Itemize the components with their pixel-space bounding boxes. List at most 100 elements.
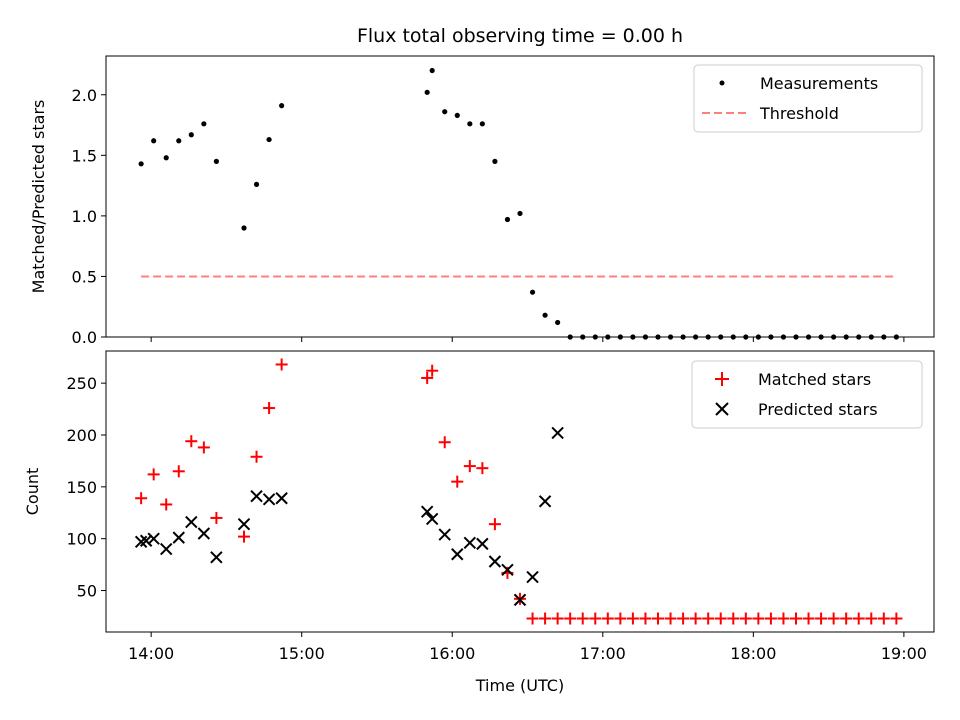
predicted-stars-point bbox=[237, 517, 251, 531]
measurements-point bbox=[241, 225, 247, 231]
matched-stars-point bbox=[135, 492, 148, 505]
matched-stars-point bbox=[626, 612, 639, 625]
measurements-point bbox=[279, 103, 285, 109]
legend-predicted-marker bbox=[715, 402, 729, 416]
bottom-y-tick-label: 50 bbox=[77, 582, 97, 601]
matched-stars-point bbox=[421, 371, 434, 384]
matched-stars-point bbox=[777, 612, 790, 625]
bottom-y-tick-label: 200 bbox=[66, 426, 97, 445]
measurements-point bbox=[529, 289, 536, 295]
predicted-stars-point bbox=[488, 555, 502, 568]
predicted-stars-point bbox=[551, 426, 564, 440]
top-y-tick-label: 1.5 bbox=[72, 146, 97, 165]
predicted-stars-point bbox=[262, 493, 276, 506]
matched-stars-point bbox=[702, 612, 715, 625]
measurements-point bbox=[479, 121, 485, 127]
matched-stars-point bbox=[852, 612, 865, 625]
matched-stars-point bbox=[564, 612, 577, 625]
matched-stars-point bbox=[172, 465, 185, 478]
measurements-point bbox=[442, 109, 448, 115]
matched-stars-point bbox=[827, 612, 840, 625]
top-y-tick-label: 0.0 bbox=[72, 328, 97, 347]
measurements-point bbox=[253, 181, 260, 187]
x-tick-label: 18:00 bbox=[730, 644, 776, 663]
matched-stars-point bbox=[677, 612, 690, 625]
legend-matched-label: Matched stars bbox=[758, 370, 871, 389]
predicted-stars-point bbox=[501, 563, 514, 576]
predicted-stars-point bbox=[438, 528, 451, 541]
predicted-stars-point bbox=[513, 593, 527, 607]
matched-stars-point bbox=[210, 511, 223, 524]
predicted-stars-point bbox=[147, 532, 160, 545]
measurements-point bbox=[163, 155, 169, 161]
matched-stars-point bbox=[488, 518, 501, 531]
matched-stars-point bbox=[815, 612, 828, 625]
matched-stars-point bbox=[551, 612, 564, 625]
bottom-y-axis-label: Count bbox=[23, 468, 42, 516]
predicted-stars-point bbox=[425, 512, 439, 526]
matched-stars-point bbox=[576, 612, 589, 625]
legend-threshold-label: Threshold bbox=[759, 104, 839, 123]
matched-stars-point bbox=[463, 460, 476, 473]
predicted-stars-point bbox=[139, 534, 153, 547]
top-legend: Measurements Threshold bbox=[693, 64, 923, 133]
predicted-stars-point bbox=[172, 531, 185, 544]
legend-measurements-label: Measurements bbox=[760, 74, 878, 93]
measurements-point bbox=[151, 138, 157, 144]
matched-stars-point bbox=[438, 436, 451, 449]
x-tick-label: 19:00 bbox=[881, 644, 927, 663]
measurements-point bbox=[517, 210, 523, 217]
measurements-point bbox=[429, 67, 435, 74]
matched-stars-point bbox=[727, 612, 740, 625]
matched-stars-point bbox=[238, 530, 250, 543]
predicted-stars-point bbox=[275, 492, 288, 505]
bottom-y-tick-label: 100 bbox=[66, 530, 97, 549]
bottom-y-tick-label: 150 bbox=[66, 478, 97, 497]
matched-stars-point bbox=[764, 612, 777, 625]
matched-stars-point bbox=[840, 612, 853, 625]
predicted-stars-point bbox=[185, 515, 198, 529]
matched-stars-point bbox=[601, 612, 614, 625]
top-panel-axes: 0.0 0.5 1.0 1.5 2.0 bbox=[72, 86, 905, 347]
predicted-stars-point bbox=[476, 537, 489, 551]
matched-stars-point bbox=[664, 612, 677, 625]
matched-stars-point bbox=[689, 612, 702, 625]
top-y-tick-label: 2.0 bbox=[72, 86, 97, 105]
matched-stars-point bbox=[526, 612, 539, 625]
predicted-stars-point bbox=[210, 551, 223, 564]
chart-title: Flux total observing time = 0.00 h bbox=[357, 25, 683, 47]
x-tick-label: 17:00 bbox=[580, 644, 626, 663]
x-tick-label: 14:00 bbox=[128, 644, 174, 663]
matched-stars-point bbox=[739, 612, 752, 625]
measurements-point bbox=[266, 136, 272, 143]
predicted-stars-point bbox=[526, 570, 539, 584]
predicted-stars-point bbox=[538, 495, 552, 508]
legend-measurements-marker bbox=[719, 80, 725, 86]
legend-matched-marker bbox=[715, 372, 729, 386]
measurements-point bbox=[424, 89, 430, 95]
top-y-tick-label: 1.0 bbox=[72, 207, 97, 226]
bottom-panel-marks bbox=[134, 358, 903, 625]
matched-stars-point bbox=[539, 612, 552, 625]
bottom-legend-box bbox=[691, 360, 923, 429]
bottom-legend: Matched stars Predicted stars bbox=[691, 360, 923, 429]
measurements-point bbox=[454, 112, 460, 118]
matched-stars-point bbox=[890, 612, 903, 625]
predicted-stars-point bbox=[463, 536, 477, 550]
predicted-stars-point bbox=[197, 527, 211, 540]
top-panel-frame bbox=[105, 55, 935, 338]
matched-stars-point bbox=[589, 612, 602, 625]
matched-stars-point bbox=[802, 612, 815, 625]
predicted-stars-point bbox=[451, 548, 464, 561]
top-y-tick-label: 0.5 bbox=[72, 267, 97, 286]
matched-stars-point bbox=[614, 612, 627, 625]
measurements-point bbox=[188, 132, 194, 138]
matched-stars-point bbox=[451, 475, 464, 488]
predicted-stars-point bbox=[160, 542, 173, 556]
matched-stars-point bbox=[752, 612, 765, 625]
matched-stars-point bbox=[197, 441, 210, 454]
matched-stars-point bbox=[160, 498, 173, 511]
bottom-y-tick-label: 250 bbox=[66, 374, 97, 393]
measurements-point bbox=[555, 319, 561, 326]
matched-stars-point bbox=[263, 402, 276, 415]
